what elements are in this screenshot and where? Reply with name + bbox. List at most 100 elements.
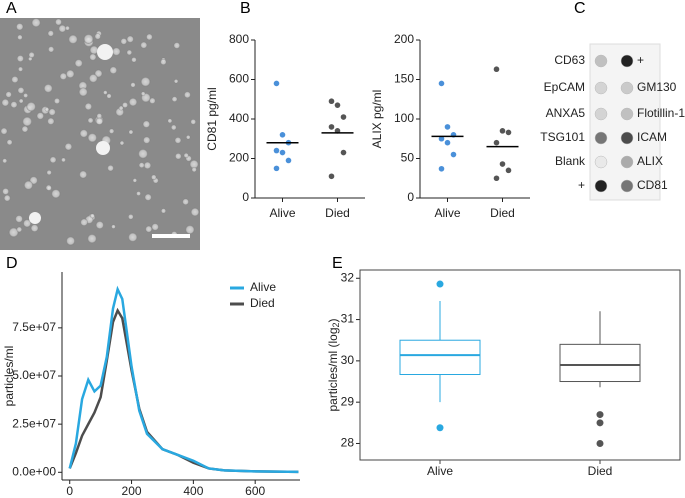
particle	[16, 55, 24, 62]
particle	[119, 140, 125, 146]
outlier	[596, 411, 604, 419]
data-point	[499, 128, 506, 134]
particle	[96, 113, 102, 119]
particle	[0, 127, 8, 135]
x-tick-label: 200	[122, 484, 142, 498]
data-point	[438, 165, 445, 172]
particle	[45, 184, 52, 191]
particle	[140, 76, 151, 87]
blot-label: CD81	[637, 178, 668, 192]
data-point	[279, 132, 286, 138]
y-tick-label: 32	[341, 270, 355, 284]
outlier	[436, 424, 444, 432]
micrograph-particles	[0, 18, 200, 246]
particle	[66, 69, 75, 79]
particle	[120, 38, 128, 45]
data-point	[273, 147, 280, 154]
particle	[28, 51, 35, 58]
particle	[132, 178, 137, 183]
legend-label: Alive	[250, 280, 276, 294]
particle	[174, 79, 179, 84]
data-point	[340, 114, 347, 120]
particle	[141, 91, 146, 96]
x-tick-label: Died	[490, 206, 515, 220]
blot-spot	[594, 155, 608, 169]
particle	[106, 93, 112, 99]
box	[399, 339, 481, 375]
x-tick-label: 600	[245, 484, 265, 498]
particle	[182, 198, 189, 206]
data-point	[505, 129, 512, 136]
x-tick-label: Died	[325, 206, 350, 220]
particle	[138, 148, 148, 159]
particle	[23, 219, 32, 228]
particle	[47, 30, 54, 37]
particle	[171, 124, 177, 131]
particle	[94, 33, 101, 40]
particle	[143, 136, 151, 144]
particle	[6, 139, 13, 146]
particle	[87, 133, 98, 143]
blot-label: Blank	[555, 154, 586, 168]
data-point	[505, 167, 512, 174]
particle	[84, 102, 93, 111]
particle	[18, 98, 24, 104]
particle	[149, 97, 156, 104]
particle	[186, 135, 191, 140]
particle	[74, 59, 83, 68]
x-tick-label: Died	[588, 464, 613, 478]
particle	[31, 18, 41, 28]
y-axis-label: CD81 pg/ml	[205, 87, 219, 150]
blot-spot	[594, 81, 608, 95]
particle	[59, 72, 67, 80]
particle	[10, 101, 18, 109]
particle	[29, 212, 41, 224]
panel-label: B	[240, 0, 251, 17]
y-tick-label: 0	[242, 190, 249, 204]
particle	[128, 214, 134, 220]
y-tick-label: 0	[407, 190, 414, 204]
data-point	[328, 124, 335, 130]
data-point	[273, 80, 280, 87]
particle	[130, 82, 136, 88]
particle	[142, 120, 151, 128]
particle	[54, 98, 60, 104]
particle	[109, 128, 115, 134]
y-tick-label: 28	[341, 436, 355, 450]
particle	[88, 73, 98, 83]
particle	[3, 194, 11, 202]
box	[559, 343, 641, 383]
particle	[128, 232, 138, 242]
particle	[136, 191, 141, 196]
data-line	[68, 285, 299, 474]
particle	[21, 125, 29, 133]
data-point	[438, 135, 445, 142]
particle	[49, 156, 57, 164]
particle	[18, 66, 23, 72]
particle	[2, 158, 8, 164]
data-point	[444, 124, 451, 130]
particle	[48, 46, 55, 53]
particle	[94, 69, 103, 78]
y-tick-label: 31	[341, 312, 355, 326]
x-tick-label: Alive	[427, 464, 453, 478]
particle	[51, 189, 61, 199]
y-tick-label: 800	[229, 32, 249, 46]
particle	[111, 224, 116, 229]
data-point	[328, 173, 335, 180]
particle	[95, 117, 104, 125]
particle	[151, 174, 157, 180]
particle	[16, 23, 24, 31]
blot-label: Flotillin-1	[637, 106, 685, 120]
data-point	[499, 161, 506, 167]
particle	[128, 129, 134, 135]
particle	[185, 225, 195, 235]
particle	[89, 53, 97, 61]
particle	[95, 221, 104, 230]
data-point	[273, 165, 280, 172]
particle	[2, 188, 9, 195]
particle	[55, 18, 62, 26]
particle	[128, 97, 138, 107]
blot-spot	[620, 179, 634, 193]
particle	[183, 152, 189, 158]
